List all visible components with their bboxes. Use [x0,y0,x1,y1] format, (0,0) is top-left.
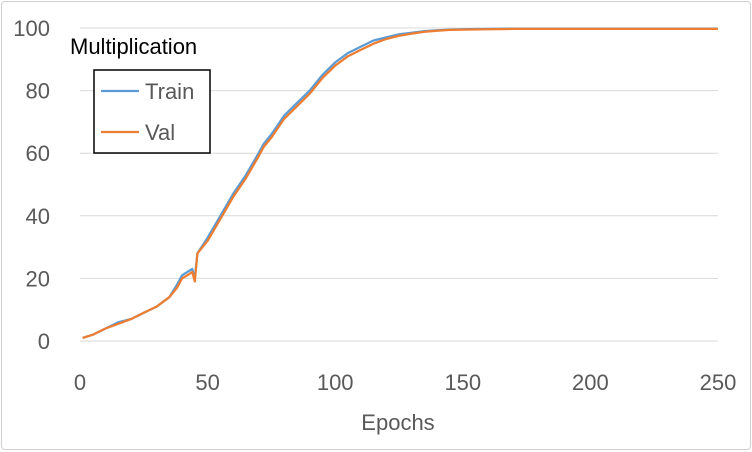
series-line-val [82,27,718,339]
x-tick-label: 250 [700,370,737,395]
y-tick-label: 20 [26,266,50,291]
x-tick-label: 100 [317,370,354,395]
x-axis-title: Epochs [361,410,434,435]
legend: Train Val [93,69,211,154]
y-tick-label: 40 [26,204,50,229]
chart-title: Multiplication [70,34,197,59]
legend-label-train: Train [145,79,194,104]
x-tick-label: 150 [444,370,481,395]
x-tick-label: 0 [74,370,86,395]
x-axis-ticks: 0 50 100 150 200 250 [74,370,736,395]
y-tick-label: 100 [13,16,50,41]
x-tick-label: 200 [572,370,609,395]
series-lines [82,27,718,339]
y-tick-label: 60 [26,141,50,166]
x-tick-label: 50 [195,370,219,395]
legend-label-val: Val [145,120,175,145]
y-axis-ticks: 0 20 40 60 80 100 [13,16,50,354]
legend-box [93,69,211,154]
y-tick-label: 0 [38,329,50,354]
y-tick-label: 80 [26,79,50,104]
